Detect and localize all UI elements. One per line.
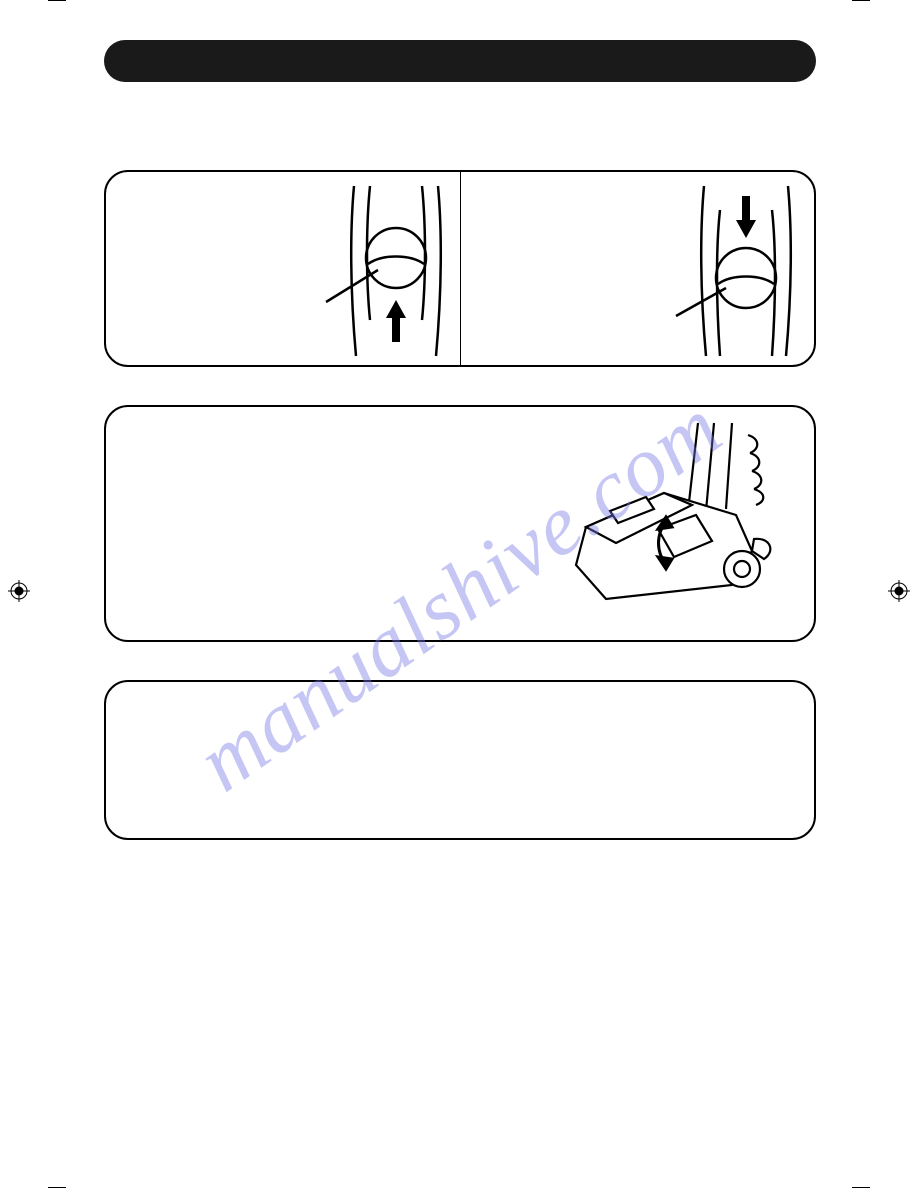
- crop-mark-bottom-left: [48, 1170, 66, 1188]
- registration-mark-left: [8, 580, 30, 602]
- registration-mark-right: [888, 580, 910, 602]
- crop-mark-bottom-right: [852, 1170, 870, 1188]
- panel-height-adjust: [104, 405, 816, 642]
- figure-valve-down: [666, 180, 826, 360]
- crop-mark-top-left: [48, 0, 66, 18]
- crop-mark-top-right: [852, 0, 870, 18]
- figure-vacuum-base: [546, 419, 806, 629]
- panel-note-box: [104, 680, 816, 840]
- figure-valve-up: [316, 180, 476, 360]
- section-header-bar: [104, 40, 816, 82]
- panel-suction-control: [104, 170, 816, 367]
- manual-page: manualshive.com: [0, 0, 918, 1188]
